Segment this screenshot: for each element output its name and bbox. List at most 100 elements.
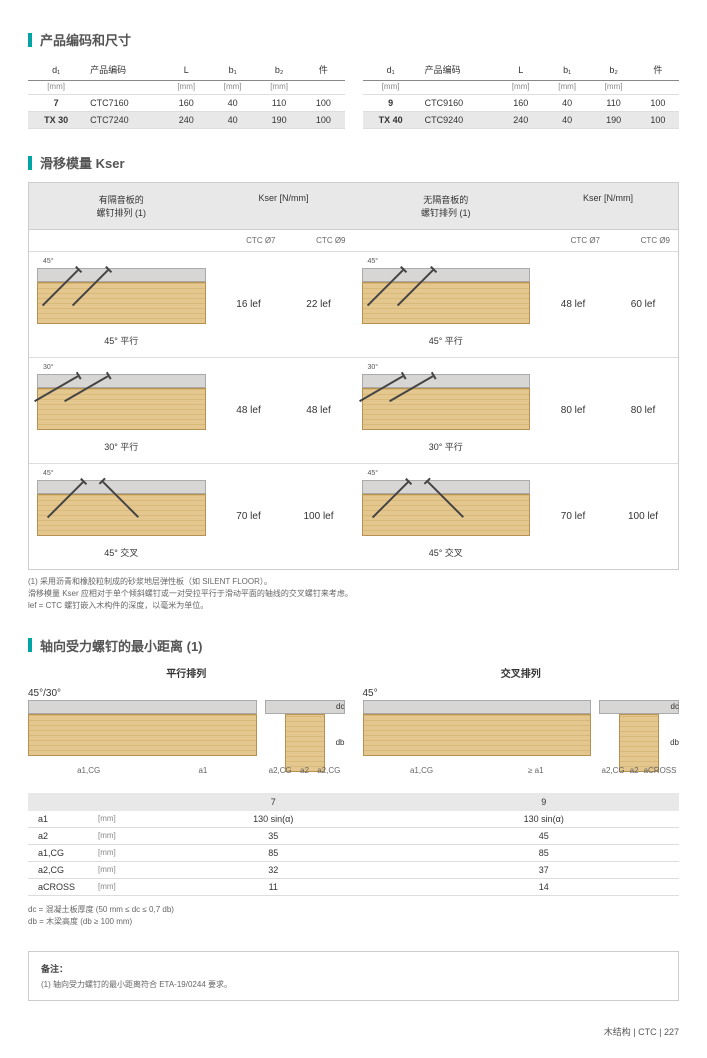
section-marker [28, 33, 32, 47]
val7: 35 [138, 827, 409, 844]
footnote: lef = CTC 螺钉嵌入木构件的深度，以毫米为单位。 [28, 600, 679, 611]
unit: [mm] [28, 81, 84, 95]
rowlabel: 9 [363, 95, 419, 112]
cell: CTC9240 [419, 112, 498, 129]
rowlabel: 7 [28, 95, 84, 112]
unit: [mm] [88, 811, 138, 828]
diagram-caption: 30° 平行 [37, 436, 206, 455]
footnote: 滑移模量 Kser 应相对于单个倾斜螺钉或一对受拉平行于滑动平面的轴线的交叉螺钉… [28, 588, 679, 599]
cell: 190 [256, 112, 302, 129]
kser-value: 70 lef [538, 463, 608, 569]
cell: CTC7160 [84, 95, 163, 112]
dim: ≥ a1 [528, 766, 544, 775]
section-title-products: 产品编码和尺寸 [28, 30, 679, 49]
unit: [mm] [88, 878, 138, 895]
dim: a2,CG [317, 766, 340, 775]
th: 9 [409, 793, 680, 811]
kser-value: 48 lef [284, 357, 354, 463]
kser-value: 48 lef [538, 251, 608, 357]
th: 产品编码 [84, 59, 163, 81]
spacing-parallel: 平行排列 45°/30° a1,CG a1 dc db [28, 665, 345, 773]
section-title-text: 滑移模量 Kser [40, 153, 125, 172]
unit: [mm] [88, 844, 138, 861]
cell: 190 [590, 112, 636, 129]
kser-unit: Kser [N/mm] [214, 183, 354, 229]
col7: CTC Ø7 [214, 229, 284, 251]
kser-diagram: 30°30° 平行 [29, 357, 214, 463]
spacing-diagrams: 平行排列 45°/30° a1,CG a1 dc db [28, 665, 679, 773]
val9: 130 sin(α) [409, 811, 680, 828]
th: b₂ [590, 59, 636, 81]
th: L [497, 59, 543, 81]
blank [354, 229, 539, 251]
spacing-side-view: dc db a2,CG a2 a2,CG [265, 688, 345, 773]
param: a2 [28, 827, 88, 844]
val9: 14 [409, 878, 680, 895]
unit: [mm] [256, 81, 302, 95]
footnote: (1) 采用沥青和橡胶粒制成的砂浆地层弹性板（如 SILENT FLOOR）。 [28, 576, 679, 587]
section-title-text: 轴向受力螺钉的最小距离 (1) [40, 636, 203, 655]
th: b₁ [544, 59, 590, 81]
spacing-cross: 交叉排列 45° a1,CG ≥ a1 dc [363, 665, 680, 773]
cell: 40 [209, 112, 255, 129]
col7: CTC Ø7 [538, 229, 608, 251]
th: d₁ [28, 59, 84, 81]
remarks-title: 备注： [41, 962, 666, 975]
val9: 45 [409, 827, 680, 844]
cell: CTC9160 [419, 95, 498, 112]
val7: 85 [138, 844, 409, 861]
unit [637, 81, 679, 95]
kser-value: 16 lef [214, 251, 284, 357]
th: b₂ [256, 59, 302, 81]
diagram-caption: 45° 平行 [362, 330, 531, 349]
page-footer: 木结构 | CTC | 227 [28, 1025, 679, 1038]
spacing-main-view: 45°/30° a1,CG a1 [28, 688, 257, 773]
val7: 130 sin(α) [138, 811, 409, 828]
spacing-notes: dc = 混凝土板厚度 (50 mm ≤ dc ≤ 0,7 db) db = 木… [28, 904, 679, 927]
remarks-line: (1) 轴向受力螺钉的最小距离符合 ETA-19/0244 要求。 [41, 979, 666, 990]
kser-unit: Kser [N/mm] [538, 183, 678, 229]
unit [84, 81, 163, 95]
dim: a1 [198, 766, 207, 775]
val7: 11 [138, 878, 409, 895]
section-title-spacing: 轴向受力螺钉的最小距离 (1) [28, 636, 679, 655]
distance-table: 7 9 a1 [mm] 130 sin(α) 130 sin(α) a2 [mm]… [28, 793, 679, 896]
section-title-text: 产品编码和尺寸 [40, 30, 131, 49]
cell: CTC7240 [84, 112, 163, 129]
unit: [mm] [363, 81, 419, 95]
kser-diagram: 45°45° 平行 [354, 251, 539, 357]
dim: db [336, 738, 345, 747]
kser-value: 22 lef [284, 251, 354, 357]
kser-diagram: 30°30° 平行 [354, 357, 539, 463]
dim: a1,CG [410, 766, 433, 775]
dim: aCROSS [644, 766, 677, 775]
cell: 40 [544, 95, 590, 112]
section-marker [28, 156, 32, 170]
kser-diagram: 45°45° 交叉 [354, 463, 539, 569]
param: a2,CG [28, 861, 88, 878]
cell: 40 [544, 112, 590, 129]
kser-head-right: 无隔音板的 螺钉排列 (1) [354, 183, 539, 229]
kser-diagram: 45°45° 平行 [29, 251, 214, 357]
dim: dc [671, 702, 679, 711]
angle-label: 45°/30° [28, 688, 257, 699]
cell: 40 [209, 95, 255, 112]
unit: [mm] [590, 81, 636, 95]
dim: a2 [630, 766, 639, 775]
val9: 85 [409, 844, 680, 861]
col9: CTC Ø9 [608, 229, 678, 251]
unit: [mm] [209, 81, 255, 95]
param: a1 [28, 811, 88, 828]
spacing-side-view: dc db a2,CG a2 aCROSS [599, 688, 679, 773]
param: aCROSS [28, 878, 88, 895]
dim: a1,CG [77, 766, 100, 775]
th: 7 [138, 793, 409, 811]
val7: 32 [138, 861, 409, 878]
cell: 240 [497, 112, 543, 129]
th: L [163, 59, 209, 81]
cell: 110 [256, 95, 302, 112]
dim: a2,CG [602, 766, 625, 775]
col9: CTC Ø9 [284, 229, 354, 251]
kser-head-left: 有隔音板的 螺钉排列 (1) [29, 183, 214, 229]
kser-value: 80 lef [608, 357, 678, 463]
